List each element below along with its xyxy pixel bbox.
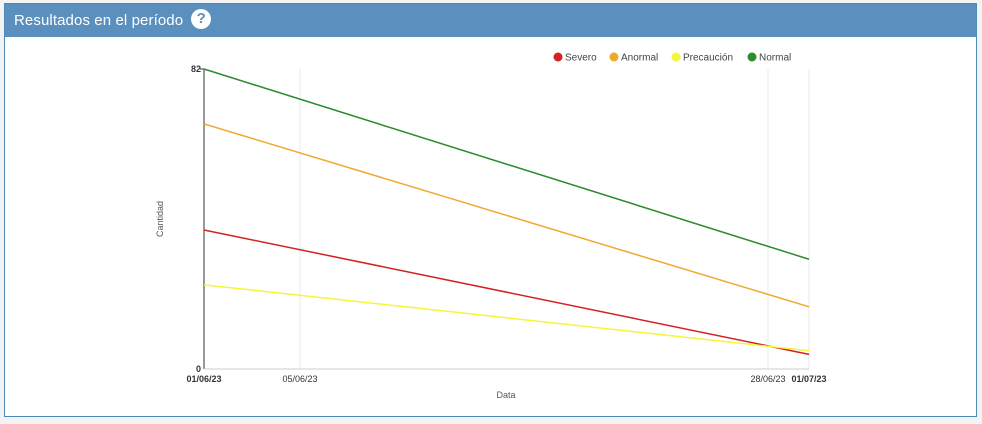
x-axis-label: Data	[496, 390, 515, 400]
legend-marker-normal	[747, 52, 757, 62]
y-axis-label: Cantidad	[155, 201, 165, 237]
legend-marker-precauci-n	[671, 52, 681, 62]
legend-label-anormal: Anormal	[621, 53, 658, 64]
legend-marker-anormal	[609, 52, 619, 62]
series-line-anormal	[203, 123, 810, 308]
y-tick-label: 0	[196, 364, 201, 374]
panel-header: Resultados en el período ?	[5, 4, 976, 37]
y-tick-label: 82	[191, 64, 201, 74]
results-panel: Resultados en el período ?	[4, 3, 977, 417]
legend-marker-severo	[553, 52, 563, 62]
x-tick-label: 28/06/23	[750, 374, 785, 384]
legend-label-precauci-n: Precaución	[683, 53, 733, 64]
series-line-precauci-n	[203, 284, 810, 352]
legend-label-normal: Normal	[759, 53, 791, 64]
series-line-normal	[203, 68, 810, 260]
x-tick-label: 01/07/23	[791, 374, 826, 384]
legend-label-severo: Severo	[565, 53, 597, 64]
x-tick-label: 01/06/23	[186, 374, 221, 384]
question-circle-icon[interactable]: ?	[191, 8, 212, 29]
x-tick-label: 05/06/23	[282, 374, 317, 384]
panel-title: Resultados en el período	[14, 12, 184, 29]
series-line-severo	[203, 229, 810, 356]
